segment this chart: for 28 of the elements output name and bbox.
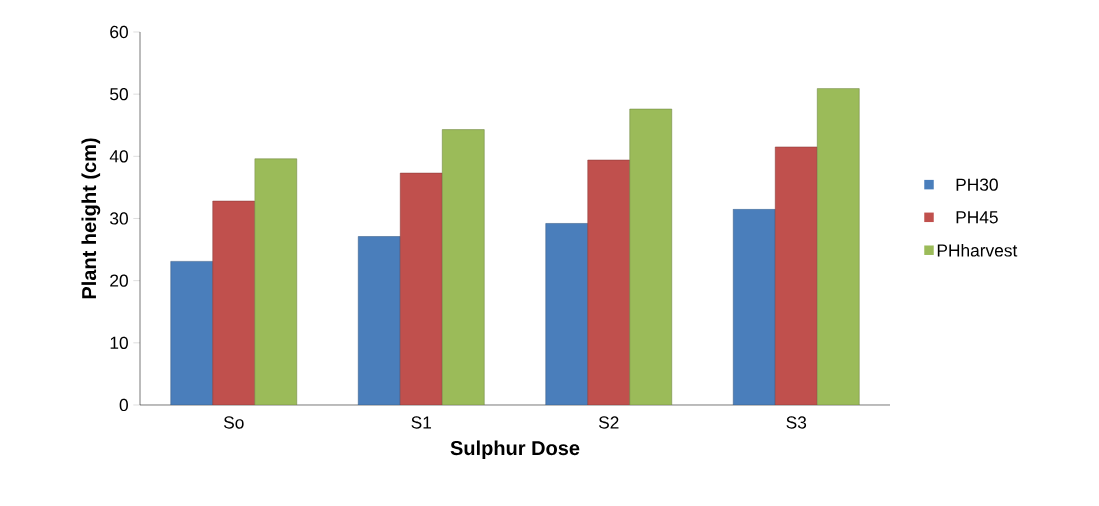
bar <box>816 88 860 405</box>
y-tick-label: 10 <box>110 336 128 349</box>
bar <box>399 172 443 405</box>
bar <box>545 223 589 405</box>
y-axis-title: Plant height (cm) <box>81 138 101 299</box>
bar <box>357 236 401 405</box>
bar <box>587 159 631 405</box>
bar <box>441 129 485 405</box>
y-tick-label: 60 <box>110 25 128 39</box>
bar <box>774 146 818 405</box>
bar <box>629 108 673 405</box>
legend-label: PH30 <box>956 178 998 191</box>
y-tick-label: 0 <box>119 398 128 412</box>
y-tick-label: 50 <box>110 88 128 101</box>
bar <box>732 208 776 405</box>
y-tick-label: 30 <box>110 212 128 225</box>
bar <box>254 158 298 405</box>
x-tick-label: So <box>223 416 244 429</box>
y-tick-label: 20 <box>110 274 128 287</box>
legend-label: PHharvest <box>937 243 1018 257</box>
y-tick-label: 40 <box>109 150 128 163</box>
x-tick-label: S3 <box>786 416 807 429</box>
x-axis-title: Sulphur Dose <box>450 440 580 460</box>
bar <box>212 200 256 405</box>
bar <box>170 261 214 405</box>
x-tick-label: S1 <box>411 416 432 429</box>
legend-label: PH45 <box>956 211 998 224</box>
x-tick-label: S2 <box>598 416 619 429</box>
